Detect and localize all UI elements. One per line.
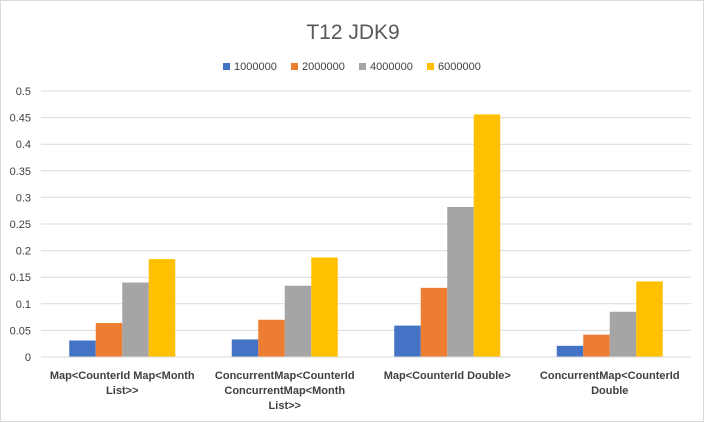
legend-label: 6000000	[438, 61, 481, 73]
bar-6000000-cat-2	[311, 257, 338, 357]
x-category-label-line: List>>	[269, 400, 301, 412]
y-tick-label: 0.05	[10, 325, 31, 337]
x-category-label-line: Map<CounterId Map<Month	[50, 370, 195, 382]
legend-swatch-6000000	[427, 63, 434, 70]
bar-1000000-cat-2	[231, 339, 259, 357]
x-category-label-line: ConcurrentMap<Month	[224, 385, 345, 397]
y-tick-label: 0	[25, 352, 31, 364]
bar-2000000-cat-3	[420, 287, 448, 357]
y-tick-label: 0.25	[10, 219, 31, 231]
bar-4000000-cat-3	[447, 206, 474, 357]
chart-title: T12 JDK9	[306, 21, 399, 44]
y-tick-label: 0.1	[16, 299, 31, 311]
bar-2000000-cat-4	[583, 334, 610, 357]
bar-6000000-cat-1	[148, 259, 176, 357]
legend-swatch-2000000	[291, 63, 298, 70]
bar-6000000-cat-4	[636, 281, 663, 357]
x-category-label-line: ConcurrentMap<CounterId	[215, 370, 355, 382]
legend-label: 4000000	[370, 61, 413, 73]
legend-label: 1000000	[234, 61, 277, 73]
x-category-label-line: List>>	[106, 385, 138, 397]
x-axis: Map<CounterId Map<Month List>>ConcurrentM…	[41, 356, 691, 412]
y-tick-label: 0.2	[16, 246, 31, 258]
bar-4000000-cat-2	[284, 285, 312, 357]
x-category-label-line: ConcurrentMap<CounterId	[540, 370, 680, 382]
x-category-label: ConcurrentMap<CounterId ConcurrentMap<Mon…	[215, 370, 355, 412]
bar-1000000-cat-1	[69, 340, 96, 357]
y-tick-label: 0.5	[16, 86, 31, 98]
y-tick-label: 0.45	[10, 113, 31, 125]
bars	[69, 114, 663, 358]
bar-6000000-cat-3	[473, 114, 501, 358]
bar-2000000-cat-2	[258, 319, 285, 357]
y-tick-label: 0.35	[10, 166, 31, 178]
y-tick-label: 0.4	[16, 139, 31, 151]
y-tick-label: 0.15	[10, 272, 31, 284]
bar-2000000-cat-1	[95, 322, 123, 357]
y-axis: 0 0.05 0.1 0.15 0.2 0.25 0.3 0.35 0.4 0.45 0.5	[10, 86, 31, 364]
bar-4000000-cat-1	[122, 282, 149, 357]
bar-1000000-cat-3	[394, 325, 421, 357]
x-category-label: ConcurrentMap<CounterId Double	[540, 370, 680, 397]
legend-swatch-1000000	[223, 63, 230, 70]
x-category-label-line: Double	[591, 385, 628, 397]
x-category-label: Map<CounterId Map<Month List>>	[50, 370, 195, 397]
x-category-label: Map<CounterId Double>	[384, 370, 511, 382]
bar-4000000-cat-4	[609, 311, 637, 357]
legend-label: 2000000	[302, 61, 345, 73]
x-category-label-line: Map<CounterId Double>	[384, 370, 511, 382]
bar-1000000-cat-4	[556, 345, 584, 357]
legend: 1000000 2000000 4000000 6000000	[223, 61, 481, 73]
legend-swatch-4000000	[359, 63, 366, 70]
y-tick-label: 0.3	[16, 192, 31, 204]
